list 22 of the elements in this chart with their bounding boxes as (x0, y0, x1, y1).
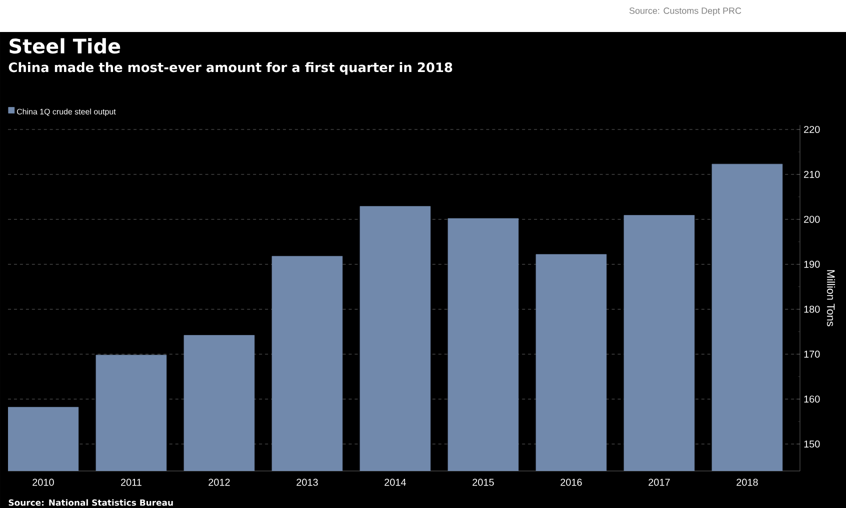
x-tick-label: 2015 (472, 478, 494, 486)
x-tick-label: 2012 (208, 478, 230, 486)
source-note: Source: National Statistics Bureau (8, 499, 173, 506)
y-tick-label: 150 (804, 440, 820, 448)
y-tick-label: 160 (804, 396, 820, 403)
y-tick-label: 170 (804, 350, 820, 358)
y-tick-label: 210 (804, 170, 820, 178)
y-tick-label: 220 (804, 126, 820, 133)
y-tick-label: 180 (804, 306, 820, 313)
x-tick-label: 2014 (384, 478, 406, 486)
source-note: Source: Customs Dept PRC (629, 8, 742, 16)
y-tick-label: 190 (804, 260, 820, 268)
y-axis-title: Million Tons (826, 270, 836, 326)
x-tick-label: 2013 (296, 478, 318, 486)
x-tick-label: 2016 (560, 478, 582, 486)
x-tick-label: 2018 (736, 478, 758, 486)
chart-subtitle: China made the most-ever amount for a first quarter in 2018 (8, 62, 452, 75)
y-tick-label: 200 (804, 216, 820, 223)
x-tick-label: 2011 (120, 478, 142, 486)
x-tick-label: 2017 (648, 478, 670, 486)
chart-title: Steel Tide (10, 38, 120, 54)
x-tick-label: 2010 (32, 478, 54, 486)
